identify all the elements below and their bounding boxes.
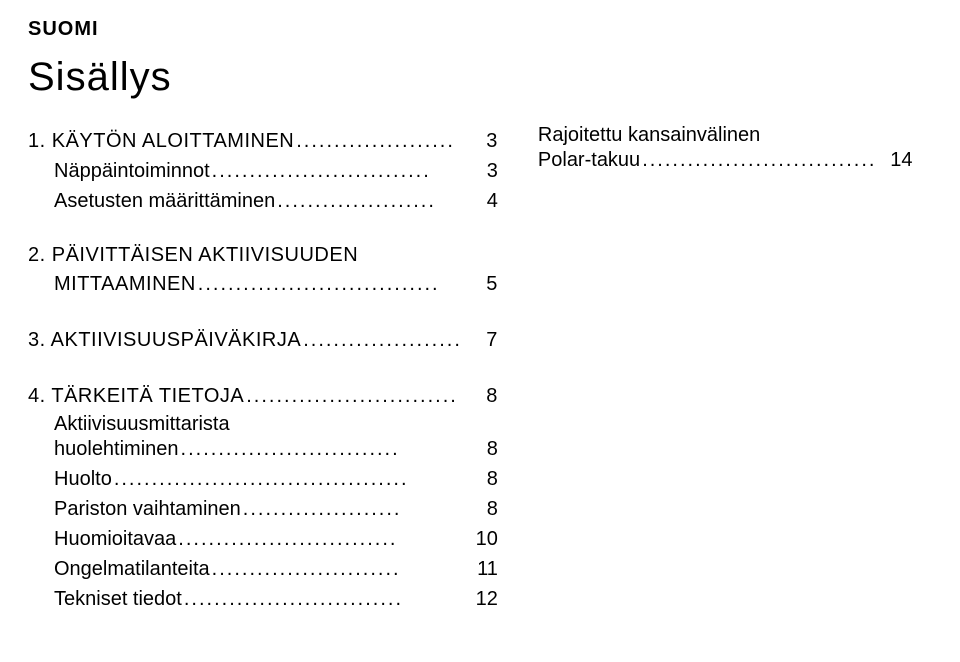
toc-item: Näppäintoiminnot .......................…: [28, 158, 498, 184]
toc-item-page: 3: [464, 158, 498, 184]
toc-item-label: Näppäintoiminnot: [54, 158, 210, 184]
leader-dots: .......................................: [114, 466, 462, 492]
toc-item-page: 8: [464, 496, 498, 522]
leader-dots: .............................: [178, 526, 462, 552]
section-1-head: 1. KÄYTÖN ALOITTAMINEN .................…: [28, 128, 498, 154]
section-4-head-label: 4. TÄRKEITÄ TIETOJA: [28, 383, 244, 409]
leader-dots: .....................: [277, 188, 462, 214]
toc-item-page: 8: [464, 436, 498, 462]
right-entry-line2: Polar-takuu ............................…: [538, 147, 913, 173]
section-4-head-page: 8: [464, 383, 498, 409]
columns-wrap: 1. KÄYTÖN ALOITTAMINEN .................…: [28, 124, 912, 616]
page-root: SUOMI Sisällys 1. KÄYTÖN ALOITTAMINEN ..…: [0, 0, 960, 662]
right-entry-label: Polar-takuu: [538, 147, 640, 173]
language-label: SUOMI: [28, 18, 912, 41]
toc-item: Asetusten määrittäminen ................…: [28, 188, 498, 214]
toc-item-page: 10: [464, 526, 498, 552]
leader-dots: .............................: [212, 158, 462, 184]
toc-item: Ongelmatilanteita ......................…: [28, 556, 498, 582]
right-entry-line1: Rajoitettu kansainvälinen: [538, 124, 913, 147]
toc-item-page: 4: [464, 188, 498, 214]
toc-item-multiline-line2: huolehtiminen ..........................…: [28, 436, 498, 462]
toc-item: Tekniset tiedot ........................…: [28, 586, 498, 612]
section-3-head-page: 7: [464, 327, 498, 353]
toc-title: Sisällys: [28, 55, 912, 100]
section-3-head-label: 3. AKTIIVISUUSPÄIVÄKIRJA: [28, 327, 301, 353]
toc-item-page: 8: [464, 466, 498, 492]
toc-item-multiline-line1: Aktiivisuusmittarista: [28, 413, 498, 436]
section-2-head-label2: MITTAAMINEN: [54, 271, 196, 297]
toc-item: Huomioitavaa ...........................…: [28, 526, 498, 552]
toc-item-label: Pariston vaihtaminen: [54, 496, 241, 522]
leader-dots: .....................: [303, 327, 462, 353]
section-4-head: 4. TÄRKEITÄ TIETOJA ....................…: [28, 383, 498, 409]
left-column: 1. KÄYTÖN ALOITTAMINEN .................…: [28, 124, 498, 616]
section-1-head-label: 1. KÄYTÖN ALOITTAMINEN: [28, 128, 294, 154]
toc-item: Huolto .................................…: [28, 466, 498, 492]
toc-item-label: Huomioitavaa: [54, 526, 176, 552]
right-column: Rajoitettu kansainvälinen Polar-takuu ..…: [538, 124, 913, 616]
right-entry-page: 14: [878, 147, 912, 173]
toc-item-label: Asetusten määrittäminen: [54, 188, 275, 214]
section-1-head-page: 3: [464, 128, 498, 154]
toc-item-page: 11: [464, 556, 498, 582]
section-2-head-line2: MITTAAMINEN ............................…: [28, 271, 498, 297]
leader-dots: .....................: [243, 496, 462, 522]
section-3-head: 3. AKTIIVISUUSPÄIVÄKIRJA ...............…: [28, 327, 498, 353]
leader-dots: .........................: [212, 556, 462, 582]
toc-item-label: Huolto: [54, 466, 112, 492]
toc-item-label: huolehtiminen: [54, 436, 179, 462]
toc-item-label: Tekniset tiedot: [54, 586, 182, 612]
toc-item-label: Ongelmatilanteita: [54, 556, 210, 582]
toc-item-page: 12: [464, 586, 498, 612]
leader-dots: .............................: [181, 436, 462, 462]
leader-dots: ................................: [198, 271, 462, 297]
leader-dots: .....................: [296, 128, 462, 154]
section-2-head-line1: 2. PÄIVITTÄISEN AKTIIVISUUDEN: [28, 244, 498, 267]
leader-dots: .............................: [184, 586, 462, 612]
leader-dots: ...............................: [642, 147, 876, 173]
section-2-head-page: 5: [464, 271, 498, 297]
leader-dots: ............................: [246, 383, 462, 409]
toc-item: Pariston vaihtaminen ...................…: [28, 496, 498, 522]
